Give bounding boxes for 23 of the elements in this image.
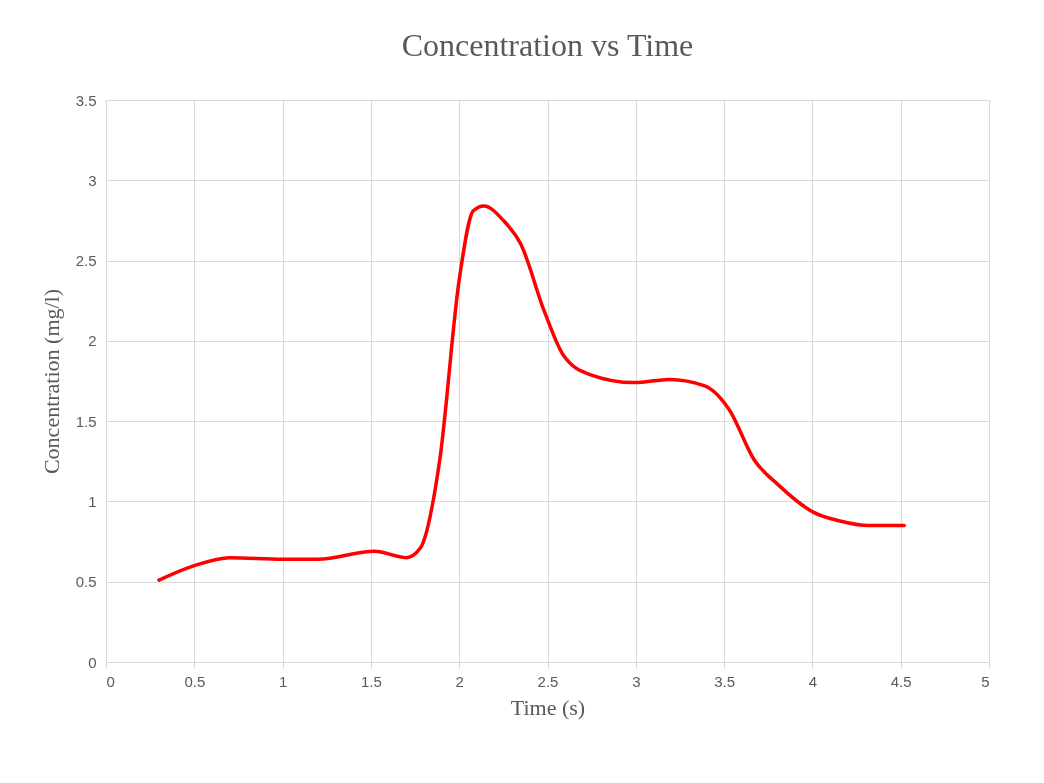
x-tick-label: 2: [455, 672, 464, 690]
x-tick-label: 4: [808, 672, 818, 690]
x-tick-label: 1.5: [360, 672, 382, 690]
chart-title: Concentration vs Time: [401, 27, 694, 63]
x-tick-label: 3.5: [714, 672, 736, 690]
x-tick-label: 0.5: [184, 672, 206, 690]
x-tick-label: 1: [278, 672, 288, 690]
x-tick-label: 4.5: [890, 672, 912, 690]
y-tick-label: 3: [88, 171, 97, 189]
x-tick-label: 0: [106, 672, 115, 690]
y-tick-label: 1: [88, 492, 97, 510]
x-axis-title: Time (s): [510, 694, 586, 720]
x-tick-label: 3: [632, 672, 641, 690]
y-tick-label: 2.5: [75, 252, 97, 270]
x-tick-label: 5: [981, 672, 990, 690]
x-tick-label: 2.5: [537, 672, 559, 690]
y-tick-label: 3.5: [75, 91, 97, 109]
line-series: [157, 204, 906, 582]
y-tick-label: 2: [88, 332, 97, 350]
y-tick-label: 0.5: [75, 573, 97, 591]
y-tick-label: 1.5: [75, 412, 97, 430]
y-axis-title: Concentration (mg/l): [38, 288, 64, 475]
y-tick-label: 0: [88, 653, 97, 671]
